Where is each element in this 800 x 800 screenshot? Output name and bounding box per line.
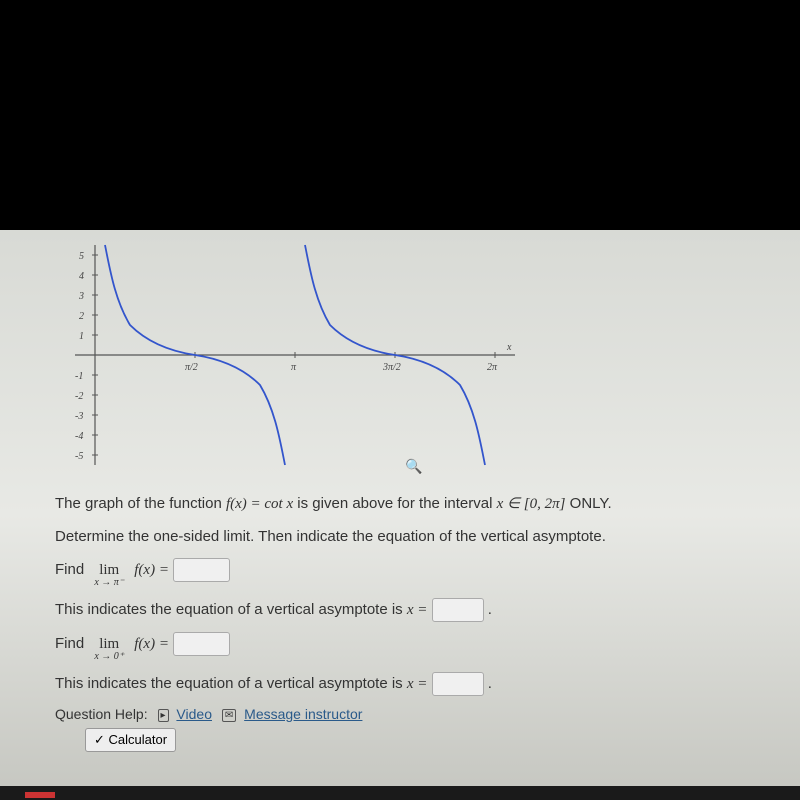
calc-label: Calculator bbox=[109, 732, 168, 747]
asymptote-1-input[interactable] bbox=[432, 598, 484, 622]
svg-text:-1: -1 bbox=[75, 371, 83, 382]
calculator-row: ✓ Calculator bbox=[55, 722, 770, 752]
svg-text:π: π bbox=[291, 362, 297, 373]
question-help-row: Question Help: ▸ Video ✉ Message instruc… bbox=[55, 706, 770, 722]
desc-pre: The graph of the function bbox=[55, 495, 226, 512]
limit-1-row: Find lim x → π⁻ f(x) = bbox=[55, 558, 770, 588]
fx-eq-2: f(x) = bbox=[134, 636, 169, 652]
cot-graph: 5 4 3 2 1 -1 -2 -3 -4 -5 π/2 π 3π/2 2π x bbox=[55, 240, 535, 475]
fx-eq-1: f(x) = bbox=[134, 562, 169, 578]
limit-2-input[interactable] bbox=[173, 632, 230, 656]
svg-text:-5: -5 bbox=[75, 451, 83, 462]
bottom-strip bbox=[0, 786, 800, 800]
lim-word-2: lim bbox=[99, 637, 119, 652]
content-panel: 5 4 3 2 1 -1 -2 -3 -4 -5 π/2 π 3π/2 2π x bbox=[0, 230, 800, 800]
message-icon: ✉ bbox=[222, 709, 236, 722]
desc-post: ONLY. bbox=[570, 495, 612, 512]
svg-text:1: 1 bbox=[79, 331, 84, 342]
find-label-2: Find bbox=[55, 635, 84, 652]
limit-1-input[interactable] bbox=[173, 558, 230, 582]
asymptote-2-input[interactable] bbox=[432, 672, 484, 696]
graph-svg: 5 4 3 2 1 -1 -2 -3 -4 -5 π/2 π 3π/2 2π x bbox=[55, 240, 535, 475]
interval-expr: x ∈ [0, 2π] bbox=[497, 496, 566, 512]
magnify-icon[interactable]: 🔍 bbox=[405, 458, 422, 475]
svg-text:-3: -3 bbox=[75, 411, 83, 422]
fx-expr: f(x) = cot x bbox=[226, 496, 293, 512]
find-label-1: Find bbox=[55, 561, 84, 578]
asym-pre-1: This indicates the equation of a vertica… bbox=[55, 601, 407, 618]
help-label: Question Help: bbox=[55, 706, 148, 722]
limit-2-row: Find lim x → 0⁺ f(x) = bbox=[55, 632, 770, 662]
svg-text:x: x bbox=[506, 342, 512, 353]
svg-text:2: 2 bbox=[79, 311, 84, 322]
asymptote-1-row: This indicates the equation of a vertica… bbox=[55, 598, 770, 622]
red-indicator bbox=[25, 792, 55, 798]
svg-text:2π: 2π bbox=[487, 362, 498, 373]
lim-word-1: lim bbox=[99, 563, 119, 578]
message-instructor-link[interactable]: Message instructor bbox=[244, 706, 362, 722]
video-link[interactable]: Video bbox=[176, 706, 212, 722]
period-1: . bbox=[488, 601, 492, 618]
graph-description: The graph of the function f(x) = cot x i… bbox=[55, 493, 770, 516]
calc-icon: ✓ bbox=[94, 732, 105, 747]
calculator-button[interactable]: ✓ Calculator bbox=[85, 728, 176, 752]
asym-pre-2: This indicates the equation of a vertica… bbox=[55, 675, 407, 692]
svg-text:3π/2: 3π/2 bbox=[382, 362, 401, 373]
svg-text:5: 5 bbox=[79, 251, 84, 262]
limit-2-notation: lim x → 0⁺ bbox=[94, 637, 124, 662]
period-2: . bbox=[488, 675, 492, 692]
svg-text:4: 4 bbox=[79, 271, 84, 282]
svg-text:-2: -2 bbox=[75, 391, 83, 402]
x-eq-1: x = bbox=[407, 602, 428, 618]
limit-1-notation: lim x → π⁻ bbox=[94, 563, 124, 588]
instruction-text: Determine the one-sided limit. Then indi… bbox=[55, 526, 770, 549]
desc-mid: is given above for the interval bbox=[297, 495, 496, 512]
x-eq-2: x = bbox=[407, 676, 428, 692]
svg-text:π/2: π/2 bbox=[185, 362, 198, 373]
lim-sub-1: x → π⁻ bbox=[94, 578, 124, 588]
video-icon: ▸ bbox=[158, 709, 169, 722]
lim-sub-2: x → 0⁺ bbox=[94, 652, 124, 662]
svg-text:-4: -4 bbox=[75, 431, 83, 442]
asymptote-2-row: This indicates the equation of a vertica… bbox=[55, 672, 770, 696]
svg-text:3: 3 bbox=[78, 291, 84, 302]
